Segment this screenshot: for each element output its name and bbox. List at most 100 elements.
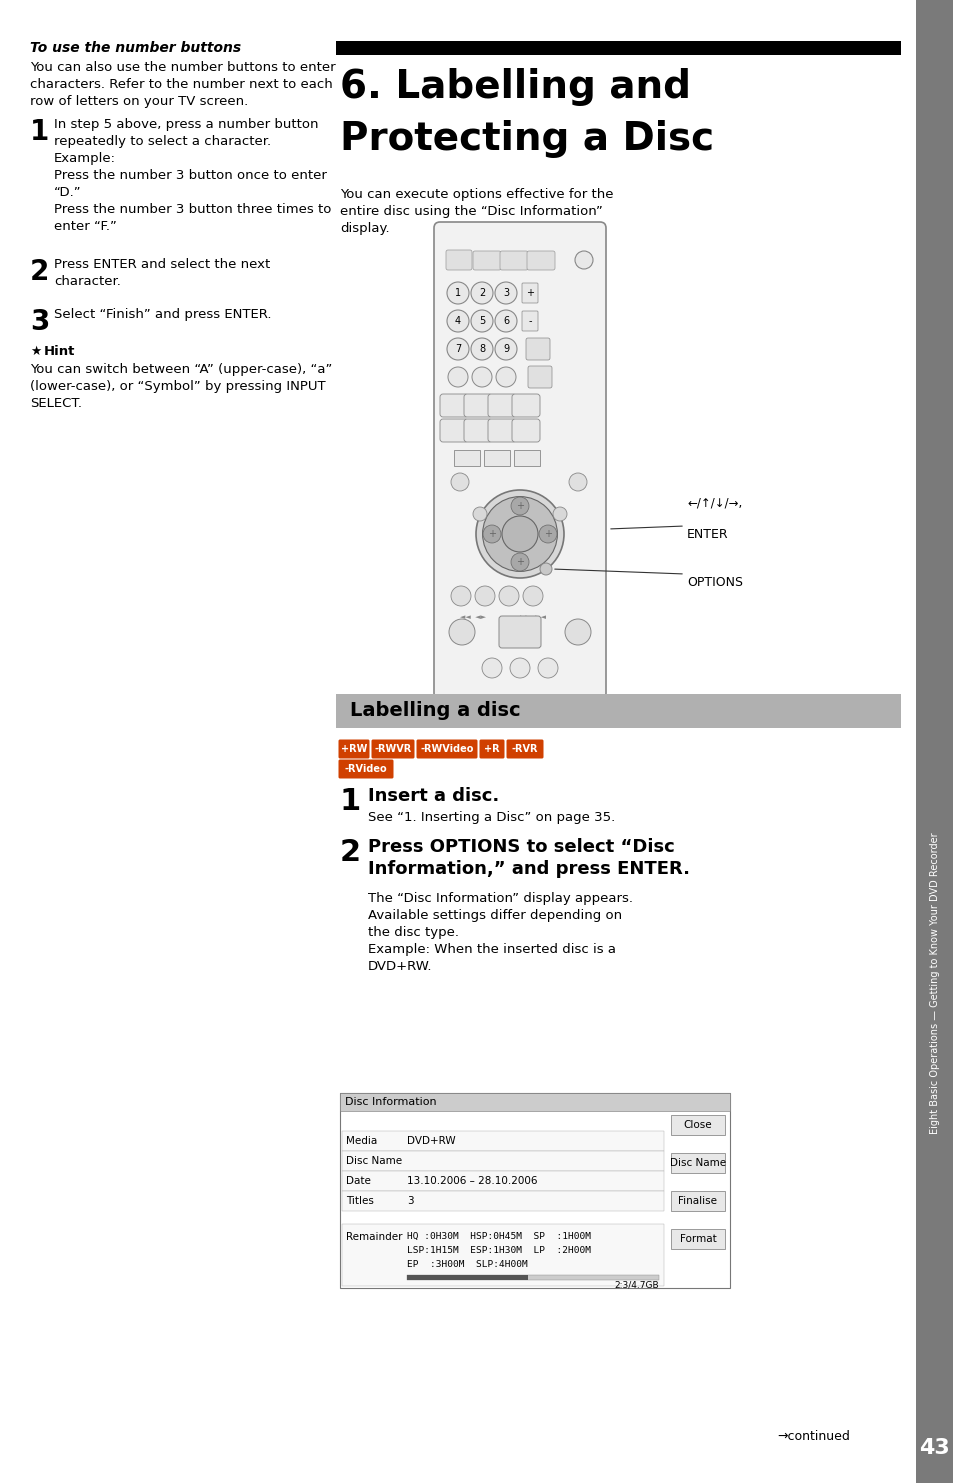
Text: Close: Close [683,1120,712,1130]
Text: 13.10.2006 – 28.10.2006: 13.10.2006 – 28.10.2006 [407,1176,537,1186]
Circle shape [495,310,517,332]
Bar [339,1093,729,1289]
Text: -RWVR: -RWVR [374,744,411,753]
Text: DVD+RW: DVD+RW [407,1136,456,1146]
FancyBboxPatch shape [499,251,527,270]
Text: 4: 4 [455,316,460,326]
Circle shape [496,366,516,387]
Text: Media: Media [346,1136,376,1146]
Text: 6: 6 [502,316,509,326]
Bar [670,1191,724,1212]
Circle shape [473,507,486,521]
Text: 2: 2 [30,258,50,286]
Text: Labelling a disc: Labelling a disc [350,701,520,721]
Text: characters. Refer to the number next to each: characters. Refer to the number next to … [30,79,333,90]
Text: 5: 5 [478,316,485,326]
Text: 2: 2 [478,288,485,298]
Text: -RVR: -RVR [511,744,537,753]
Circle shape [471,282,493,304]
Text: You can switch between “A” (upper-case), “a”: You can switch between “A” (upper-case),… [30,363,332,377]
Text: 1: 1 [339,787,361,816]
Text: Disc Name: Disc Name [669,1158,725,1169]
Bar [341,1223,663,1286]
Circle shape [481,658,501,678]
Text: 3: 3 [502,288,509,298]
Text: +R: +R [484,744,499,753]
FancyBboxPatch shape [498,615,540,648]
Text: Available settings differ depending on: Available settings differ depending on [368,909,621,922]
Circle shape [501,516,537,552]
Circle shape [447,282,469,304]
Circle shape [495,338,517,360]
Text: 3: 3 [407,1195,414,1206]
Text: 8: 8 [478,344,484,354]
Bar [407,1275,527,1280]
Text: (lower-case), or “Symbol” by pressing INPUT: (lower-case), or “Symbol” by pressing IN… [30,380,325,393]
Text: SELECT.: SELECT. [30,397,82,409]
Text: The “Disc Information” display appears.: The “Disc Information” display appears. [368,891,633,905]
Text: Date: Date [346,1176,371,1186]
Circle shape [447,310,469,332]
Circle shape [448,366,468,387]
Text: +RW: +RW [340,744,367,753]
Circle shape [451,473,469,491]
Bar [915,0,953,1483]
FancyBboxPatch shape [463,420,492,442]
FancyBboxPatch shape [463,394,492,417]
FancyBboxPatch shape [488,394,516,417]
Circle shape [449,618,475,645]
Text: Disc Information: Disc Information [345,1097,436,1106]
FancyBboxPatch shape [527,366,552,389]
FancyBboxPatch shape [439,420,468,442]
Text: -RWVideo: -RWVideo [420,744,474,753]
Text: ◄◄  ◄►: ◄◄ ◄► [459,614,485,620]
Text: Format: Format [679,1234,716,1244]
FancyBboxPatch shape [439,394,468,417]
Circle shape [482,497,557,571]
Text: 3: 3 [30,308,50,337]
Circle shape [539,564,552,575]
Bar [514,449,539,466]
FancyBboxPatch shape [371,740,414,758]
Text: the disc type.: the disc type. [368,925,458,939]
Bar [454,449,479,466]
FancyBboxPatch shape [526,251,555,270]
Circle shape [471,338,493,360]
Text: You can execute options effective for the: You can execute options effective for th… [339,188,613,202]
Circle shape [482,525,500,543]
Bar [335,42,900,55]
Circle shape [522,586,542,607]
Text: ←/↑/↓/→,: ←/↑/↓/→, [686,497,741,510]
Bar [670,1152,724,1173]
FancyBboxPatch shape [473,251,500,270]
Circle shape [538,525,557,543]
Text: 2: 2 [339,838,361,868]
Circle shape [575,251,593,268]
Text: Insert a disc.: Insert a disc. [368,787,498,805]
Text: Select “Finish” and press ENTER.: Select “Finish” and press ENTER. [54,308,272,320]
Circle shape [451,586,471,607]
Text: repeatedly to select a character.: repeatedly to select a character. [54,135,271,148]
Text: Eight Basic Operations — Getting to Know Your DVD Recorder: Eight Basic Operations — Getting to Know… [929,832,939,1134]
Circle shape [447,338,469,360]
FancyBboxPatch shape [479,740,504,758]
Text: -: - [528,316,531,326]
Bar [341,1172,663,1191]
Text: ★: ★ [30,346,41,357]
Text: DVD+RW.: DVD+RW. [368,960,432,973]
Circle shape [476,489,563,578]
Text: enter “F.”: enter “F.” [54,219,117,233]
FancyBboxPatch shape [521,283,537,303]
Bar [407,1275,659,1280]
Text: +: + [525,288,534,298]
FancyBboxPatch shape [446,251,472,270]
Circle shape [498,586,518,607]
Text: entire disc using the “Disc Information”: entire disc using the “Disc Information” [339,205,602,218]
Circle shape [537,658,558,678]
Bar [341,1132,663,1151]
FancyBboxPatch shape [338,740,369,758]
FancyBboxPatch shape [506,740,543,758]
Text: LSP:1H15M  ESP:1H30M  LP  :2H00M: LSP:1H15M ESP:1H30M LP :2H00M [407,1246,590,1255]
Text: Remainder: Remainder [346,1232,402,1241]
Text: Press the number 3 button three times to: Press the number 3 button three times to [54,203,331,217]
